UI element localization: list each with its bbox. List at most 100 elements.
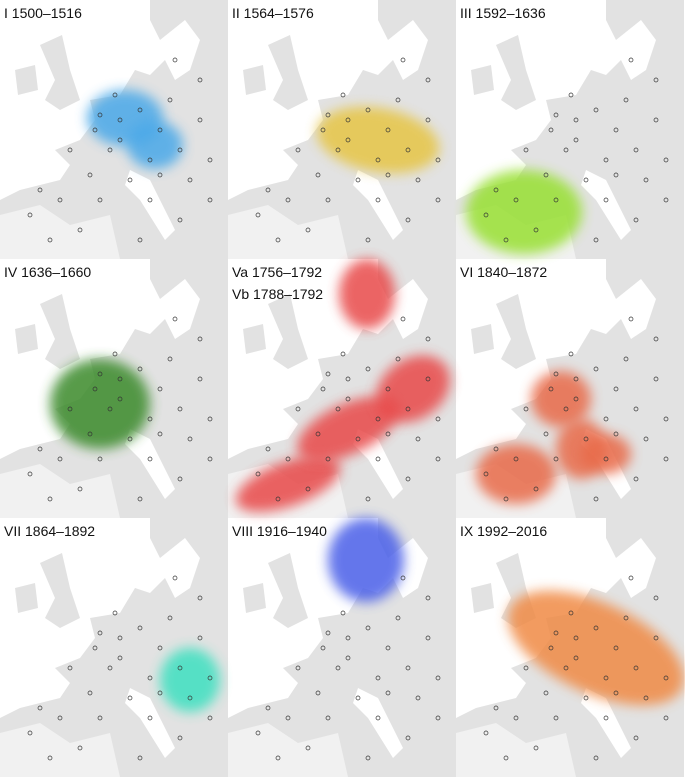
map-panel: VI 1840–1872 xyxy=(456,259,684,518)
site-dot xyxy=(415,177,421,183)
panel-label: IV 1636–1660 xyxy=(4,264,91,280)
site-dot xyxy=(147,456,153,462)
site-dot xyxy=(548,127,554,133)
site-dot xyxy=(533,227,539,233)
site-dot xyxy=(573,635,579,641)
site-dot xyxy=(107,147,113,153)
site-dot xyxy=(603,197,609,203)
site-dot xyxy=(27,730,33,736)
site-dot xyxy=(593,366,599,372)
site-dot xyxy=(97,112,103,118)
site-dot xyxy=(172,575,178,581)
site-dot xyxy=(663,675,669,681)
site-dot xyxy=(533,745,539,751)
site-dot xyxy=(320,127,326,133)
site-dot xyxy=(503,496,509,502)
site-dot xyxy=(375,157,381,163)
site-dot xyxy=(197,595,203,601)
site-dot xyxy=(137,107,143,113)
site-dot xyxy=(285,197,291,203)
region-blob xyxy=(160,648,220,712)
site-dot xyxy=(147,157,153,163)
site-dot xyxy=(425,635,431,641)
site-dot xyxy=(157,127,163,133)
site-dot xyxy=(483,212,489,218)
region-blob xyxy=(507,590,685,706)
site-dot xyxy=(335,665,341,671)
site-dot xyxy=(593,237,599,243)
site-dot xyxy=(340,92,346,98)
site-dot xyxy=(365,496,371,502)
site-dot xyxy=(593,625,599,631)
site-dot xyxy=(405,476,411,482)
site-dot xyxy=(137,625,143,631)
site-dot xyxy=(663,715,669,721)
panel-label: I 1500–1516 xyxy=(4,5,82,21)
site-dot xyxy=(385,645,391,651)
site-dot xyxy=(197,117,203,123)
site-dot xyxy=(117,376,123,382)
region-blob xyxy=(375,355,451,423)
site-dot xyxy=(633,406,639,412)
region-blob xyxy=(316,106,440,174)
site-dot xyxy=(207,715,213,721)
site-dot xyxy=(57,715,63,721)
site-dot xyxy=(37,187,43,193)
site-dot xyxy=(97,630,103,636)
site-dot xyxy=(583,177,589,183)
site-dot xyxy=(425,117,431,123)
site-dot xyxy=(325,630,331,636)
site-dot xyxy=(568,351,574,357)
site-dot xyxy=(325,112,331,118)
site-dot xyxy=(385,386,391,392)
site-dot xyxy=(663,197,669,203)
site-dot xyxy=(177,735,183,741)
region-blob xyxy=(50,359,150,449)
site-dot xyxy=(340,610,346,616)
site-dot xyxy=(177,476,183,482)
site-dot xyxy=(483,471,489,477)
site-dot xyxy=(87,690,93,696)
site-dot xyxy=(325,456,331,462)
site-dot xyxy=(27,212,33,218)
site-dot xyxy=(375,675,381,681)
site-dot xyxy=(613,127,619,133)
site-dot xyxy=(27,471,33,477)
site-dot xyxy=(603,456,609,462)
site-dot xyxy=(483,730,489,736)
site-dot xyxy=(187,177,193,183)
site-dot xyxy=(613,172,619,178)
site-dot xyxy=(320,645,326,651)
site-dot xyxy=(67,665,73,671)
site-dot xyxy=(375,197,381,203)
site-dot xyxy=(523,406,529,412)
site-dot xyxy=(187,436,193,442)
site-dot xyxy=(435,157,441,163)
site-dot xyxy=(623,356,629,362)
site-dot xyxy=(320,386,326,392)
site-dot xyxy=(177,217,183,223)
site-dot xyxy=(127,177,133,183)
site-dot xyxy=(197,336,203,342)
panel-label: II 1564–1576 xyxy=(232,5,314,21)
map-panel: IX 1992–2016 xyxy=(456,518,685,777)
site-dot xyxy=(563,147,569,153)
panel-label: Va 1756–1792 xyxy=(232,264,322,280)
site-dot xyxy=(67,147,73,153)
site-dot xyxy=(493,187,499,193)
site-dot xyxy=(395,615,401,621)
site-dot xyxy=(167,615,173,621)
map-panel: VII 1864–1892 xyxy=(0,518,228,777)
site-dot xyxy=(285,456,291,462)
site-dot xyxy=(97,197,103,203)
site-dot xyxy=(385,127,391,133)
site-dot xyxy=(305,486,311,492)
site-dot xyxy=(207,456,213,462)
site-dot xyxy=(405,665,411,671)
region-blob xyxy=(476,444,556,504)
site-dot xyxy=(543,690,549,696)
site-dot xyxy=(395,97,401,103)
site-dot xyxy=(167,97,173,103)
site-dot xyxy=(553,112,559,118)
site-dot xyxy=(127,695,133,701)
